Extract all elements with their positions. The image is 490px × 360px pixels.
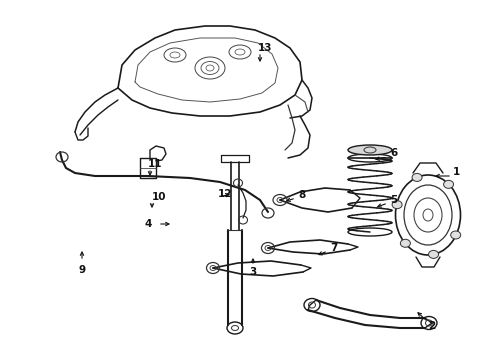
Text: 7: 7 xyxy=(330,243,338,253)
Ellipse shape xyxy=(451,231,461,239)
Text: 1: 1 xyxy=(453,167,460,177)
Text: 5: 5 xyxy=(390,195,397,205)
Ellipse shape xyxy=(412,174,422,181)
Ellipse shape xyxy=(348,145,392,155)
Text: 4: 4 xyxy=(145,219,152,229)
Text: 9: 9 xyxy=(78,265,86,275)
Text: 12: 12 xyxy=(218,189,232,199)
Text: 3: 3 xyxy=(249,267,257,277)
Ellipse shape xyxy=(400,239,410,247)
Ellipse shape xyxy=(429,251,439,258)
Ellipse shape xyxy=(392,201,402,209)
Text: 6: 6 xyxy=(390,148,397,158)
Text: 10: 10 xyxy=(152,192,167,202)
Text: 11: 11 xyxy=(148,159,163,169)
Ellipse shape xyxy=(443,180,454,188)
Text: 2: 2 xyxy=(428,321,435,331)
Text: 13: 13 xyxy=(258,43,272,53)
Text: 8: 8 xyxy=(298,190,305,200)
